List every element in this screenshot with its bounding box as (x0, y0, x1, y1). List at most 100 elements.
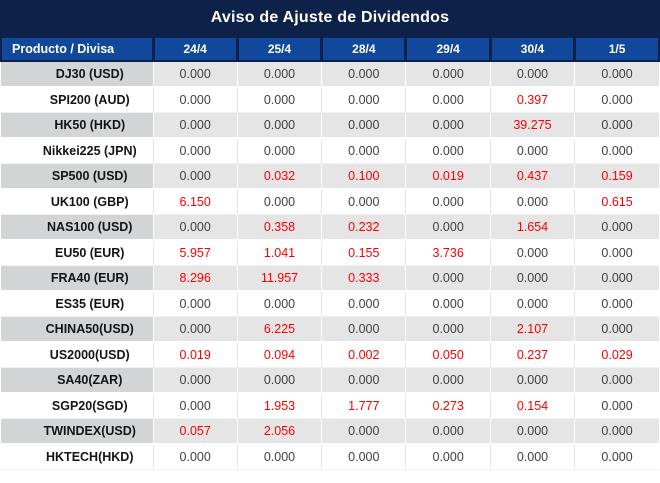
value-cell: 0.000 (152, 291, 238, 317)
col-header-date: 28/4 (320, 36, 406, 62)
value-cell: 0.000 (405, 61, 491, 88)
product-cell: NAS100 (USD) (1, 214, 153, 241)
value-cell: 0.000 (152, 214, 238, 241)
table-row: SPI200 (AUD) 0.000 0.000 0.000 0.000 0.397 0.0… (1, 87, 659, 113)
value-cell: 0.615 (574, 189, 659, 215)
value-cell: 0.000 (574, 291, 659, 317)
product-cell: SPI200 (AUD) (1, 87, 153, 113)
table-row: EU50 (EUR) 5.957 1.041 0.155 3.736 0.000 0.000 (1, 240, 659, 266)
table-row: TWINDEX(USD) 0.057 2.056 0.000 0.000 0.000 0.0… (1, 418, 659, 445)
value-cell: 0.000 (236, 189, 322, 215)
value-cell: 0.000 (321, 87, 406, 113)
product-cell: HK50 (HKD) (1, 112, 153, 139)
value-cell: 0.000 (405, 316, 491, 343)
value-cell: 0.002 (321, 342, 406, 368)
dividends-table: Producto / Divisa 24/4 25/4 28/4 29/4 30/4 1/5… (0, 36, 660, 470)
product-cell: DJ30 (USD) (1, 61, 153, 88)
value-cell: 0.000 (236, 61, 322, 88)
product-cell: UK100 (GBP) (1, 189, 153, 215)
value-cell: 1.654 (489, 214, 575, 241)
col-header-date: 29/4 (404, 36, 491, 62)
value-cell: 11.957 (236, 265, 322, 292)
value-cell: 0.000 (405, 444, 491, 470)
value-cell: 0.000 (152, 367, 238, 394)
value-cell: 1.953 (236, 393, 322, 419)
value-cell: 0.000 (489, 138, 575, 164)
value-cell: 0.057 (152, 418, 238, 445)
value-cell: 0.000 (574, 240, 659, 266)
col-header-date: 30/4 (488, 36, 575, 62)
table-row: NAS100 (USD) 0.000 0.358 0.232 0.000 1.654 0.0… (1, 214, 659, 241)
value-cell: 0.000 (574, 393, 659, 419)
value-cell: 0.019 (152, 342, 238, 368)
value-cell: 0.000 (321, 291, 406, 317)
col-header-date: 24/4 (151, 36, 238, 62)
value-cell: 0.000 (405, 214, 491, 241)
table-header: Producto / Divisa 24/4 25/4 28/4 29/4 30/4 1/5 (0, 36, 660, 62)
product-cell: Nikkei225 (JPN) (1, 138, 153, 164)
value-cell: 0.232 (321, 214, 406, 241)
value-cell: 0.000 (405, 189, 491, 215)
value-cell: 0.019 (405, 163, 491, 190)
value-cell: 0.094 (236, 342, 322, 368)
value-cell: 0.000 (321, 367, 406, 394)
value-cell: 0.437 (489, 163, 575, 190)
table-row: FRA40 (EUR) 8.296 11.957 0.333 0.000 0.000 0.0… (1, 265, 659, 292)
value-cell: 39.275 (489, 112, 575, 139)
value-cell: 3.736 (405, 240, 491, 266)
product-cell: SP500 (USD) (1, 163, 153, 190)
value-cell: 0.397 (489, 87, 575, 113)
value-cell: 5.957 (152, 240, 238, 266)
value-cell: 0.273 (405, 393, 491, 419)
table-row: CHINA50(USD) 0.000 6.225 0.000 0.000 2.107 0.0… (1, 316, 659, 343)
table-row: HK50 (HKD) 0.000 0.000 0.000 0.000 39.275 0.00… (1, 112, 659, 139)
value-cell: 0.000 (152, 444, 238, 470)
value-cell: 0.029 (574, 342, 659, 368)
value-cell: 0.000 (405, 291, 491, 317)
value-cell: 8.296 (152, 265, 238, 292)
value-cell: 0.237 (489, 342, 575, 368)
value-cell: 0.000 (489, 367, 575, 394)
value-cell: 0.000 (405, 112, 491, 139)
value-cell: 6.225 (236, 316, 322, 343)
value-cell: 0.333 (321, 265, 406, 292)
col-header-product: Producto / Divisa (0, 36, 153, 62)
value-cell: 0.000 (489, 265, 575, 292)
value-cell: 0.000 (236, 444, 322, 470)
value-cell: 0.000 (321, 189, 406, 215)
value-cell: 0.000 (236, 367, 322, 394)
value-cell: 0.000 (236, 291, 322, 317)
value-cell: 0.000 (574, 316, 659, 343)
table-row: US2000(USD) 0.019 0.094 0.002 0.050 0.237 0.02… (1, 342, 659, 368)
value-cell: 0.159 (574, 163, 659, 190)
value-cell: 0.000 (574, 214, 659, 241)
value-cell: 0.000 (321, 112, 406, 139)
product-cell: EU50 (EUR) (1, 240, 153, 266)
value-cell: 0.000 (152, 163, 238, 190)
value-cell: 0.050 (405, 342, 491, 368)
page-title: Aviso de Ajuste de Dividendos (210, 9, 450, 26)
value-cell: 0.000 (489, 189, 575, 215)
value-cell: 0.000 (321, 61, 406, 88)
product-cell: SGP20(SGD) (1, 393, 153, 419)
value-cell: 0.358 (236, 214, 322, 241)
value-cell: 0.032 (236, 163, 322, 190)
value-cell: 0.000 (574, 265, 659, 292)
value-cell: 0.000 (489, 240, 575, 266)
value-cell: 0.155 (321, 240, 406, 266)
value-cell: 0.000 (574, 112, 659, 139)
title-bar: Aviso de Ajuste de Dividendos (0, 0, 660, 36)
product-cell: US2000(USD) (1, 342, 153, 368)
value-cell: 0.000 (152, 316, 238, 343)
value-cell: 1.041 (236, 240, 322, 266)
value-cell: 0.000 (405, 418, 491, 445)
table-body: DJ30 (USD) 0.000 0.000 0.000 0.000 0.000 0.000… (1, 61, 659, 470)
value-cell: 0.000 (574, 418, 659, 445)
table-row: ES35 (EUR) 0.000 0.000 0.000 0.000 0.000 0.000 (1, 291, 659, 317)
value-cell: 0.000 (489, 291, 575, 317)
value-cell: 0.000 (321, 418, 406, 445)
value-cell: 0.000 (236, 138, 322, 164)
product-cell: FRA40 (EUR) (1, 265, 153, 292)
value-cell: 0.000 (152, 393, 238, 419)
product-cell: SA40(ZAR) (1, 367, 153, 394)
